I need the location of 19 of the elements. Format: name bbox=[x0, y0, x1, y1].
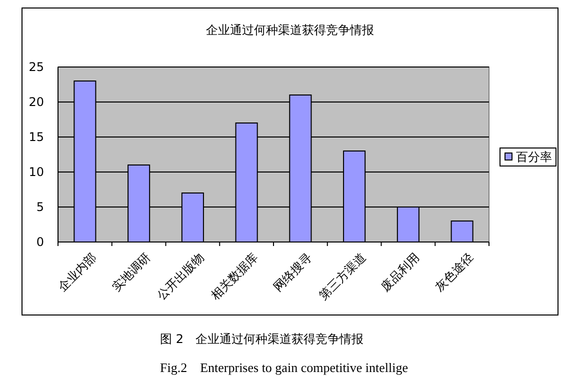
y-tick-label: 15 bbox=[28, 130, 44, 144]
x-tick-label: 网络搜寻 bbox=[270, 250, 314, 294]
y-tick-label: 0 bbox=[36, 235, 44, 250]
x-tick-label: 公开出版物 bbox=[154, 250, 207, 302]
bar bbox=[450, 220, 474, 242]
x-tick-label: 相关数据库 bbox=[208, 250, 261, 302]
caption: Fig.2 Enterprises to gain competitive intellige bbox=[160, 360, 408, 375]
x-tick-label: 第三方渠道 bbox=[316, 250, 368, 302]
legend-label: 百分率 bbox=[516, 150, 552, 164]
x-tick-label: 企业内部 bbox=[55, 250, 99, 294]
x-tick-label: 实地调研 bbox=[109, 250, 153, 294]
x-tick-label: 灰色途径 bbox=[432, 250, 476, 294]
y-tick-label: 20 bbox=[28, 95, 44, 110]
y-tick-label: 10 bbox=[28, 165, 44, 180]
x-tick-label: 废品利用 bbox=[378, 250, 422, 294]
y-tick-label: 5 bbox=[36, 200, 44, 214]
y-tick-label: 25 bbox=[28, 60, 44, 74]
caption: 图 2 企业通过何种渠道获得竞争情报 bbox=[160, 332, 364, 346]
chart-title: 企业通过何种渠道获得竞争情报 bbox=[206, 23, 374, 37]
